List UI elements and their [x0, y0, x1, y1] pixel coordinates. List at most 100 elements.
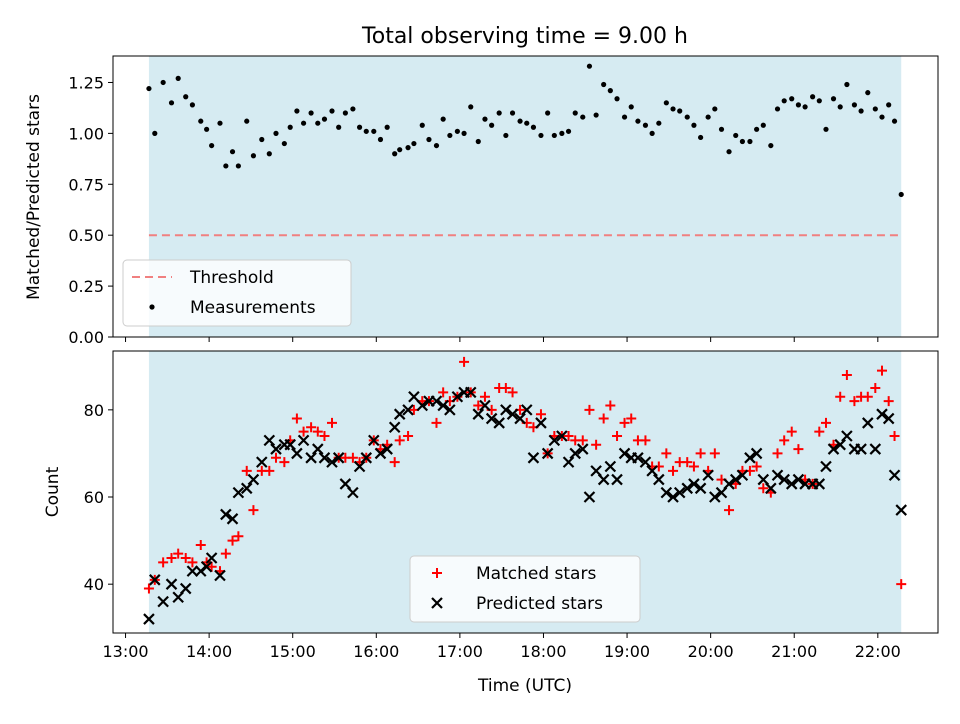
measurement-point: [183, 94, 189, 100]
measurement-point: [175, 75, 181, 81]
measurement-point: [198, 118, 204, 124]
predicted-star-point: [862, 417, 874, 429]
measurement-point: [698, 134, 704, 141]
predicted-star-point: [827, 443, 840, 455]
predicted-star-point: [240, 482, 253, 495]
predicted-star-point: [869, 443, 882, 455]
measurement-point: [440, 116, 446, 122]
measurement-point: [363, 128, 369, 134]
predicted-star-point: [179, 582, 192, 595]
matched-star-point: [772, 448, 783, 459]
measurement-point: [517, 118, 523, 124]
measurement-point: [509, 110, 516, 116]
top-y-tick-label: 1.00: [68, 124, 104, 143]
predicted-star-point: [381, 443, 393, 455]
matched-star-point: [206, 561, 217, 572]
predicted-star-point: [500, 404, 512, 416]
predicted-star-point: [506, 408, 519, 420]
measurement-point: [419, 122, 425, 128]
measurement-point: [559, 130, 565, 136]
measurement-point: [816, 98, 822, 104]
predicted-star-point: [702, 469, 714, 481]
predicted-star-point: [388, 421, 401, 434]
predicted-star-point: [186, 565, 199, 577]
measurement-point: [300, 120, 307, 126]
predicted-star-point: [709, 491, 721, 503]
matched-star-point: [661, 448, 672, 459]
matched-star-point: [326, 417, 337, 428]
predicted-star-point: [792, 473, 805, 486]
legend-matched-swatch: [432, 568, 442, 578]
measurement-point: [565, 128, 572, 134]
x-tick-label: 16:00: [353, 642, 399, 661]
matched-star-point: [248, 505, 259, 516]
predicted-star-point: [263, 434, 276, 447]
predicted-star-point: [368, 434, 380, 447]
predicted-star-point: [297, 434, 310, 447]
measurement-point: [336, 124, 342, 130]
matched-star-point: [598, 413, 609, 424]
matched-star-point: [431, 417, 442, 428]
predicted-star-point: [535, 417, 547, 429]
bottom-y-tick-label: 40: [84, 575, 104, 594]
measurement-point: [789, 96, 795, 102]
matched-star-point: [241, 465, 252, 476]
predicted-star-point: [200, 560, 213, 573]
predicted-star-point: [205, 552, 218, 564]
measurement-point: [371, 128, 377, 134]
predicted-star-point: [583, 491, 596, 503]
measurement-point: [168, 100, 175, 106]
measurement-point: [551, 132, 557, 139]
measurement-point: [628, 104, 634, 110]
measurement-point: [152, 130, 158, 136]
predicted-star-point: [841, 430, 853, 442]
x-tick-label: 22:00: [855, 642, 901, 661]
bottom-y-tick-label: 80: [84, 401, 104, 420]
x-tick-label: 18:00: [520, 642, 566, 661]
measurement-point: [223, 163, 229, 169]
predicted-star-point: [232, 486, 245, 499]
matched-star-point: [626, 413, 637, 424]
measurement-point: [572, 110, 578, 116]
measurement-point: [898, 191, 904, 198]
predicted-star-point: [541, 447, 554, 460]
measurement-point: [823, 126, 829, 132]
matched-star-point: [896, 579, 907, 590]
x-tick-label: 15:00: [270, 642, 316, 661]
predicted-star-point: [688, 478, 700, 490]
predicted-star-point: [284, 438, 296, 451]
measurement-point: [229, 149, 236, 155]
predicted-star-point: [472, 408, 485, 420]
predicted-star-point: [464, 386, 477, 399]
x-tick-label: 19:00: [604, 642, 650, 661]
measurement-point: [705, 114, 711, 120]
measurement-point: [635, 118, 641, 124]
predicted-star-point: [785, 478, 798, 490]
measurement-point: [865, 90, 871, 96]
top-y-tick-label: 0.25: [68, 277, 104, 296]
matched-star-point: [835, 391, 846, 402]
predicted-star-point: [149, 574, 161, 586]
measurement-point: [886, 102, 892, 108]
predicted-star-point: [653, 473, 665, 486]
measurement-point: [244, 118, 250, 124]
matched-star-point: [779, 435, 790, 446]
predicted-star-point: [876, 408, 888, 420]
predicted-star-point: [750, 447, 763, 460]
measurement-point: [266, 151, 272, 157]
predicted-star-point: [326, 456, 338, 468]
measurement-point: [545, 110, 551, 116]
matched-star-point: [709, 448, 720, 459]
x-tick-label: 17:00: [437, 642, 483, 661]
predicted-star-point: [374, 447, 387, 460]
top-y-tick-label: 0.00: [68, 328, 104, 347]
top-y-tick-label: 0.50: [68, 226, 104, 245]
measurement-point: [454, 128, 460, 134]
measurement-point: [580, 114, 586, 120]
measurement-point: [802, 104, 808, 110]
matched-star-point: [187, 557, 198, 568]
matched-star-point: [319, 430, 330, 441]
top-y-tick-label: 1.25: [68, 73, 104, 92]
bottom-y-tick-label: 60: [84, 488, 104, 507]
